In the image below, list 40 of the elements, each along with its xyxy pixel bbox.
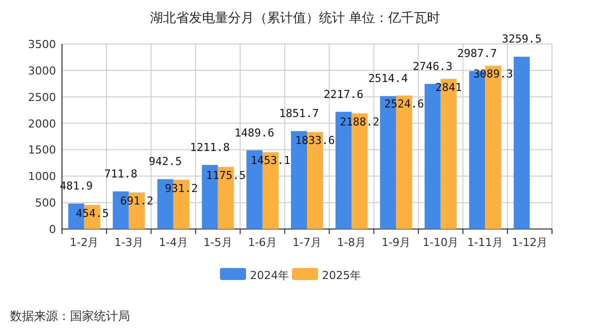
data-label: 1175.5 — [206, 168, 246, 182]
x-tick-label: 1-6月 — [248, 236, 277, 249]
data-label: 1211.8 — [190, 140, 230, 154]
y-tick-label: 500 — [35, 196, 56, 210]
y-tick-label: 3000 — [28, 64, 56, 78]
x-tick-label: 1-11月 — [467, 236, 504, 249]
data-label: 1833.6 — [295, 134, 335, 148]
data-label: 1453.1 — [250, 154, 290, 168]
data-label: 3089.3 — [473, 68, 514, 81]
data-label: 2524.6 — [384, 98, 424, 111]
y-tick-label: 2500 — [28, 90, 56, 104]
y-tick-label: 0 — [49, 223, 56, 236]
x-tick-label: 1-5月 — [203, 236, 232, 249]
y-tick-label: 3500 — [28, 38, 56, 51]
x-tick-label: 1-2月 — [70, 236, 99, 249]
bar — [514, 56, 530, 229]
data-label: 711.8 — [104, 167, 138, 180]
x-tick-label: 1-8月 — [337, 236, 366, 249]
data-label: 1489.6 — [234, 126, 274, 140]
data-label: 942.5 — [148, 155, 182, 168]
data-label: 3259.5 — [502, 32, 542, 46]
data-label: 1851.7 — [279, 107, 319, 120]
x-tick-label: 1-4月 — [158, 236, 188, 249]
data-label: 2987.7 — [457, 47, 498, 60]
chart-title: 湖北省发电量分月（累计值）统计 单位：亿千瓦时 — [150, 11, 440, 26]
legend-label: 2025年 — [322, 269, 361, 282]
x-tick-label: 1-7月 — [292, 236, 322, 249]
y-tick-label: 1000 — [28, 170, 56, 184]
y-tick-label: 2000 — [28, 117, 56, 130]
y-tick-label: 1500 — [28, 144, 56, 157]
data-label: 2746.3 — [412, 60, 452, 73]
x-tick-label: 1-9月 — [382, 236, 411, 249]
data-label: 2514.4 — [368, 72, 408, 86]
source-note: 数据来源：国家统计局 — [10, 309, 130, 323]
x-tick-label: 1-3月 — [114, 236, 144, 249]
legend-label: 2024年 — [250, 269, 289, 282]
data-label: 2217.6 — [324, 88, 364, 101]
x-tick-label: 1-10月 — [422, 236, 459, 249]
data-label: 2188.2 — [340, 115, 380, 128]
x-tick-label: 1-12月 — [512, 236, 548, 249]
